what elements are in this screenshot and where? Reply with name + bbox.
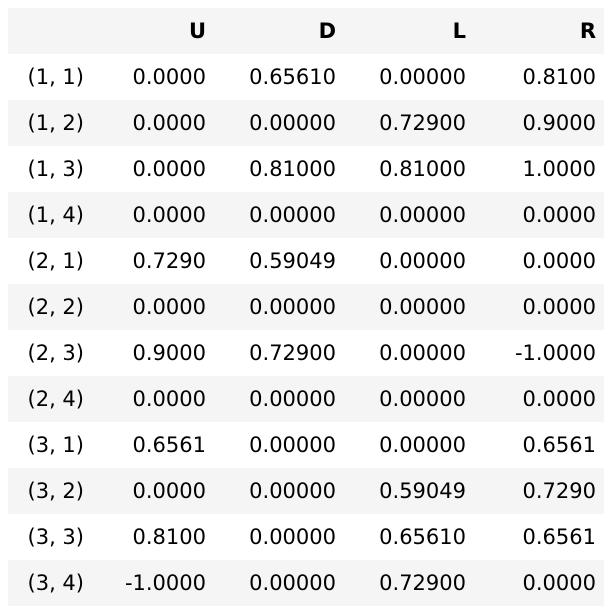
- row-index-label: (2, 4): [27, 387, 84, 411]
- cell-l: 0.00000: [379, 387, 466, 411]
- cell-r: 0.6561: [522, 525, 596, 549]
- column-header-u: U: [92, 8, 214, 54]
- cell-u: 0.0000: [132, 157, 206, 181]
- cell-d: 0.65610: [249, 65, 336, 89]
- table-row: (2, 2) 0.0000 0.00000 0.00000 0.0000: [8, 284, 604, 330]
- header-row: U D L R: [8, 8, 604, 54]
- cell-r: 0.7290: [522, 479, 596, 503]
- row-index-label: (3, 2): [27, 479, 84, 503]
- cell-d: 0.00000: [249, 111, 336, 135]
- column-header-d: D: [214, 8, 344, 54]
- table-row: (1, 2) 0.0000 0.00000 0.72900 0.9000: [8, 100, 604, 146]
- cell-d: 0.00000: [249, 295, 336, 319]
- table-row: (1, 1) 0.0000 0.65610 0.00000 0.8100: [8, 54, 604, 100]
- cell-u: 0.8100: [132, 525, 206, 549]
- cell-l: 0.65610: [379, 525, 466, 549]
- row-index-label: (3, 3): [27, 525, 84, 549]
- index-header: [8, 8, 92, 54]
- cell-d: 0.00000: [249, 387, 336, 411]
- cell-u: 0.0000: [132, 387, 206, 411]
- cell-r: 1.0000: [522, 157, 596, 181]
- cell-r: 0.0000: [522, 387, 596, 411]
- cell-u: 0.6561: [132, 433, 206, 457]
- cell-d: 0.00000: [249, 525, 336, 549]
- row-index-label: (3, 4): [27, 571, 84, 595]
- row-index-label: (3, 1): [27, 433, 84, 457]
- table-header: U D L R: [8, 8, 604, 54]
- cell-d: 0.72900: [249, 341, 336, 365]
- cell-u: 0.0000: [132, 203, 206, 227]
- cell-u: 0.0000: [132, 295, 206, 319]
- cell-d: 0.00000: [249, 571, 336, 595]
- cell-l: 0.00000: [379, 203, 466, 227]
- cell-l: 0.00000: [379, 341, 466, 365]
- row-index-label: (2, 1): [27, 249, 84, 273]
- cell-l: 0.00000: [379, 433, 466, 457]
- table-row: (3, 1) 0.6561 0.00000 0.00000 0.6561: [8, 422, 604, 468]
- cell-u: 0.0000: [132, 479, 206, 503]
- cell-r: 0.0000: [522, 571, 596, 595]
- table-row: (3, 4) -1.0000 0.00000 0.72900 0.0000: [8, 560, 604, 606]
- cell-u: 0.7290: [132, 249, 206, 273]
- row-index-label: (1, 1): [27, 65, 84, 89]
- q-value-table: U D L R (1, 1) 0.0000 0.65610 0.00000 0.8100…: [8, 8, 604, 606]
- cell-l: 0.81000: [379, 157, 466, 181]
- cell-l: 0.00000: [379, 249, 466, 273]
- cell-u: 0.0000: [132, 111, 206, 135]
- cell-d: 0.00000: [249, 479, 336, 503]
- row-index-label: (1, 4): [27, 203, 84, 227]
- table-row: (2, 3) 0.9000 0.72900 0.00000 -1.0000: [8, 330, 604, 376]
- cell-l: 0.59049: [379, 479, 466, 503]
- cell-d: 0.81000: [249, 157, 336, 181]
- cell-u: 0.0000: [132, 65, 206, 89]
- table-row: (3, 3) 0.8100 0.00000 0.65610 0.6561: [8, 514, 604, 560]
- table-row: (1, 4) 0.0000 0.00000 0.00000 0.0000: [8, 192, 604, 238]
- cell-u: 0.9000: [132, 341, 206, 365]
- cell-r: 0.0000: [522, 203, 596, 227]
- cell-l: 0.72900: [379, 111, 466, 135]
- cell-r: -1.0000: [514, 341, 596, 365]
- cell-r: 0.6561: [522, 433, 596, 457]
- row-index-label: (2, 2): [27, 295, 84, 319]
- table-row: (2, 4) 0.0000 0.00000 0.00000 0.0000: [8, 376, 604, 422]
- table-row: (1, 3) 0.0000 0.81000 0.81000 1.0000: [8, 146, 604, 192]
- cell-l: 0.72900: [379, 571, 466, 595]
- cell-r: 0.0000: [522, 249, 596, 273]
- table-body: (1, 1) 0.0000 0.65610 0.00000 0.8100 (1, 2) 0.…: [8, 54, 604, 606]
- table-row: (2, 1) 0.7290 0.59049 0.00000 0.0000: [8, 238, 604, 284]
- cell-r: 0.9000: [522, 111, 596, 135]
- cell-l: 0.00000: [379, 295, 466, 319]
- column-header-r: R: [474, 8, 604, 54]
- cell-r: 0.0000: [522, 295, 596, 319]
- dataframe-table-container: U D L R (1, 1) 0.0000 0.65610 0.00000 0.8100…: [8, 8, 604, 606]
- row-index-label: (2, 3): [27, 341, 84, 365]
- row-index-label: (1, 2): [27, 111, 84, 135]
- cell-d: 0.59049: [249, 249, 336, 273]
- cell-u: -1.0000: [124, 571, 206, 595]
- column-header-l: L: [344, 8, 474, 54]
- table-row: (3, 2) 0.0000 0.00000 0.59049 0.7290: [8, 468, 604, 514]
- cell-d: 0.00000: [249, 433, 336, 457]
- cell-d: 0.00000: [249, 203, 336, 227]
- cell-r: 0.8100: [522, 65, 596, 89]
- cell-l: 0.00000: [379, 65, 466, 89]
- row-index-label: (1, 3): [27, 157, 84, 181]
